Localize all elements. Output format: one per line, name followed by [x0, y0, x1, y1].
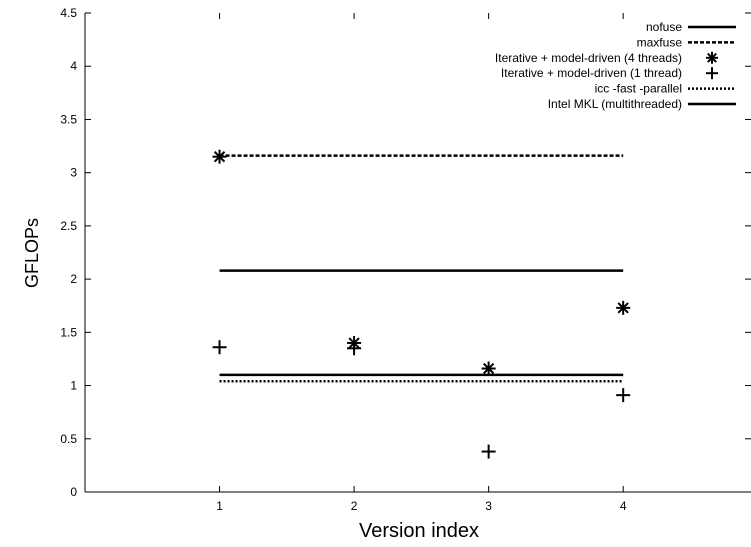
- x-tick-label: 3: [485, 499, 492, 513]
- legend-label: maxfuse: [637, 35, 683, 49]
- axes: [84, 13, 751, 493]
- x-tick-label: 4: [620, 499, 627, 513]
- y-tick-label: 1.5: [60, 325, 77, 339]
- x-tick-label: 1: [216, 499, 223, 513]
- x-tick-label: 2: [351, 499, 358, 513]
- plus-marker: [616, 388, 631, 403]
- y-tick-label: 2.5: [60, 219, 77, 233]
- legend-label: nofuse: [646, 20, 682, 34]
- series-iterative-model-driven-1-thread: [212, 340, 631, 459]
- legend-label: Iterative + model-driven (1 thread): [501, 66, 682, 80]
- plus-marker: [212, 340, 227, 355]
- y-tick-label: 0.5: [60, 432, 77, 446]
- asterisk-marker: [212, 149, 227, 164]
- asterisk-marker: [481, 361, 496, 376]
- series: [212, 149, 631, 459]
- legend-label: icc -fast -parallel: [595, 82, 682, 96]
- asterisk-marker: [616, 300, 631, 315]
- y-axis-title: GFLOPs: [22, 218, 42, 288]
- legend-label: Iterative + model-driven (4 threads): [495, 51, 682, 65]
- plus-marker: [347, 341, 362, 356]
- y-tick-label: 4.5: [60, 6, 77, 20]
- plus-marker: [481, 444, 496, 459]
- x-axis-title: Version index: [359, 520, 479, 542]
- y-tick-label: 2: [70, 272, 77, 286]
- legend-asterisk-marker: [706, 51, 718, 64]
- y-tick-label: 1: [70, 379, 77, 393]
- y-tick-label: 3: [70, 166, 77, 180]
- y-tick-label: 0: [70, 485, 77, 499]
- legend-plus-marker: [706, 67, 718, 80]
- legend-label: Intel MKL (multithreaded): [548, 97, 682, 111]
- series-iterative-model-driven-4-threads: [212, 149, 631, 376]
- y-tick-label: 4: [70, 59, 77, 73]
- ticks: 0 0.5 1 1.5 2 2.5 3 3.5 4 4.5 1 2 3 4: [60, 6, 751, 513]
- y-tick-label: 3.5: [60, 112, 77, 126]
